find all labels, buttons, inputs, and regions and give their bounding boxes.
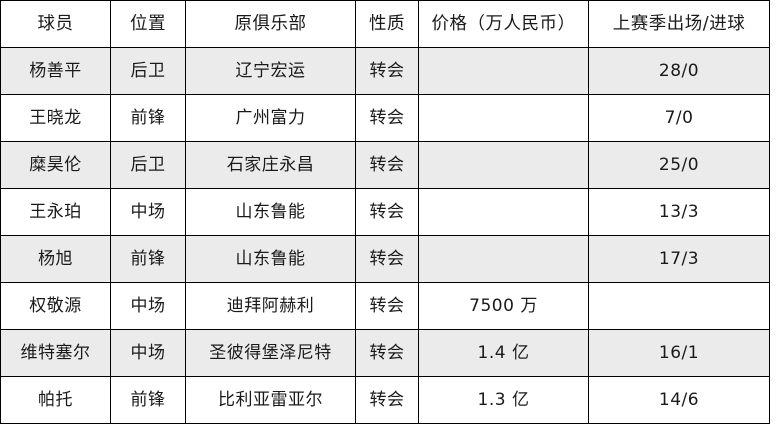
table-row: 王晓龙 前锋 广州富力 转会 7/0 (0, 94, 770, 142)
cell-position: 中场 (110, 188, 186, 236)
cell-position: 后卫 (110, 47, 186, 95)
table-row: 王永珀 中场 山东鲁能 转会 13/3 (0, 188, 770, 236)
cell-nature: 转会 (355, 282, 419, 330)
cell-last-season: 13/3 (588, 188, 770, 236)
cell-price: 1.4 亿 (418, 329, 589, 377)
cell-nature: 转会 (355, 94, 419, 142)
cell-nature: 转会 (355, 188, 419, 236)
cell-position: 前锋 (110, 94, 186, 142)
column-header-position: 位置 (110, 0, 186, 48)
column-header-last-season: 上赛季出场/进球 (588, 0, 770, 48)
column-header-price: 价格（万人民币） (418, 0, 589, 48)
table-row: 杨旭 前锋 山东鲁能 转会 17/3 (0, 235, 770, 283)
cell-last-season: 28/0 (588, 47, 770, 95)
table-row: 杨善平 后卫 辽宁宏运 转会 28/0 (0, 47, 770, 95)
table-row: 帕托 前锋 比利亚雷亚尔 转会 1.3 亿 14/6 (0, 376, 770, 424)
cell-last-season (588, 282, 770, 330)
cell-last-season: 14/6 (588, 376, 770, 424)
cell-former-club: 广州富力 (185, 94, 356, 142)
cell-former-club: 山东鲁能 (185, 235, 356, 283)
cell-nature: 转会 (355, 235, 419, 283)
cell-last-season: 25/0 (588, 141, 770, 189)
cell-player: 王永珀 (0, 188, 111, 236)
cell-nature: 转会 (355, 47, 419, 95)
cell-position: 前锋 (110, 376, 186, 424)
cell-former-club: 比利亚雷亚尔 (185, 376, 356, 424)
table-header-row: 球员 位置 原俱乐部 性质 价格（万人民币） 上赛季出场/进球 (0, 0, 770, 48)
cell-nature: 转会 (355, 329, 419, 377)
column-header-player: 球员 (0, 0, 111, 48)
cell-former-club: 山东鲁能 (185, 188, 356, 236)
cell-player: 权敬源 (0, 282, 111, 330)
cell-position: 中场 (110, 329, 186, 377)
cell-former-club: 辽宁宏运 (185, 47, 356, 95)
cell-price: 7500 万 (418, 282, 589, 330)
cell-former-club: 迪拜阿赫利 (185, 282, 356, 330)
cell-position: 中场 (110, 282, 186, 330)
table-row: 糜昊伦 后卫 石家庄永昌 转会 25/0 (0, 141, 770, 189)
table-row: 维特塞尔 中场 圣彼得堡泽尼特 转会 1.4 亿 16/1 (0, 329, 770, 377)
table-header: 球员 位置 原俱乐部 性质 价格（万人民币） 上赛季出场/进球 (0, 0, 770, 48)
table-row: 权敬源 中场 迪拜阿赫利 转会 7500 万 (0, 282, 770, 330)
cell-price (418, 235, 589, 283)
cell-price: 1.3 亿 (418, 376, 589, 424)
cell-last-season: 17/3 (588, 235, 770, 283)
cell-player: 帕托 (0, 376, 111, 424)
table-body: 杨善平 后卫 辽宁宏运 转会 28/0 王晓龙 前锋 广州富力 转会 7/0 糜… (0, 47, 770, 424)
cell-last-season: 16/1 (588, 329, 770, 377)
cell-nature: 转会 (355, 376, 419, 424)
column-header-former-club: 原俱乐部 (185, 0, 356, 48)
cell-price (418, 47, 589, 95)
cell-price (418, 94, 589, 142)
cell-former-club: 石家庄永昌 (185, 141, 356, 189)
cell-price (418, 188, 589, 236)
column-header-nature: 性质 (355, 0, 419, 48)
cell-nature: 转会 (355, 141, 419, 189)
cell-price (418, 141, 589, 189)
cell-player: 杨旭 (0, 235, 111, 283)
cell-player: 王晓龙 (0, 94, 111, 142)
cell-player: 杨善平 (0, 47, 111, 95)
cell-former-club: 圣彼得堡泽尼特 (185, 329, 356, 377)
cell-player: 维特塞尔 (0, 329, 111, 377)
cell-last-season: 7/0 (588, 94, 770, 142)
cell-position: 后卫 (110, 141, 186, 189)
cell-player: 糜昊伦 (0, 141, 111, 189)
cell-position: 前锋 (110, 235, 186, 283)
